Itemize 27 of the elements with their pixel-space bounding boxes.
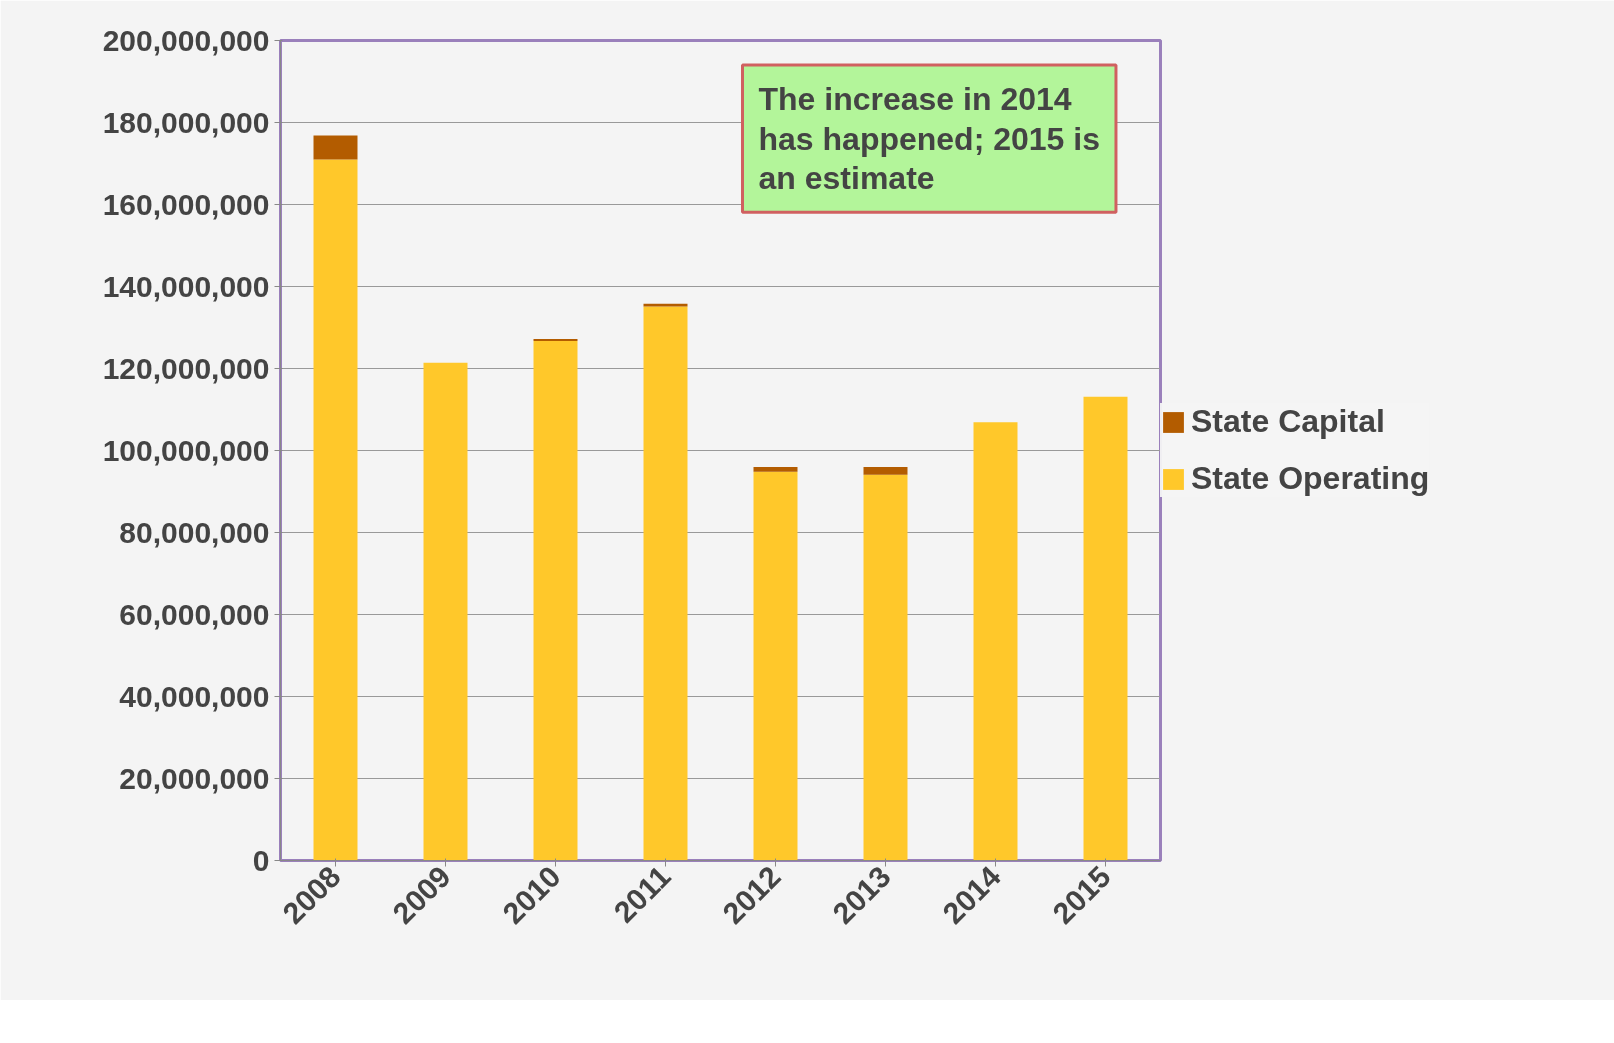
bar bbox=[643, 303, 688, 307]
bar bbox=[863, 474, 908, 861]
y-tick-label: 40,000,000 bbox=[119, 679, 270, 713]
legend-label: State Capital bbox=[1191, 403, 1385, 440]
bar bbox=[753, 466, 798, 472]
legend-label: State Operating bbox=[1191, 460, 1430, 497]
y-tick-label: 180,000,000 bbox=[102, 105, 270, 139]
bar bbox=[533, 341, 578, 861]
y-tick-label: 0 bbox=[252, 843, 270, 877]
bar bbox=[313, 135, 358, 160]
bar bbox=[753, 471, 798, 861]
bar bbox=[863, 466, 908, 475]
bar bbox=[973, 422, 1018, 861]
y-tick-label: 20,000,000 bbox=[119, 761, 270, 795]
y-tick-label: 100,000,000 bbox=[102, 433, 270, 467]
y-tick-label: 140,000,000 bbox=[102, 269, 270, 303]
y-tick-label: 200,000,000 bbox=[102, 23, 270, 57]
y-tick-label: 120,000,000 bbox=[102, 351, 270, 385]
annotation: The increase in 2014 has happened; 2015 is an estimate bbox=[758, 81, 1100, 197]
bar bbox=[643, 306, 688, 861]
bar bbox=[1083, 396, 1128, 861]
bar bbox=[533, 338, 578, 342]
bar bbox=[423, 362, 468, 861]
y-tick-label: 160,000,000 bbox=[102, 187, 270, 221]
bar bbox=[313, 159, 358, 861]
y-tick-label: 80,000,000 bbox=[119, 515, 270, 549]
y-tick-label: 60,000,000 bbox=[119, 597, 270, 631]
